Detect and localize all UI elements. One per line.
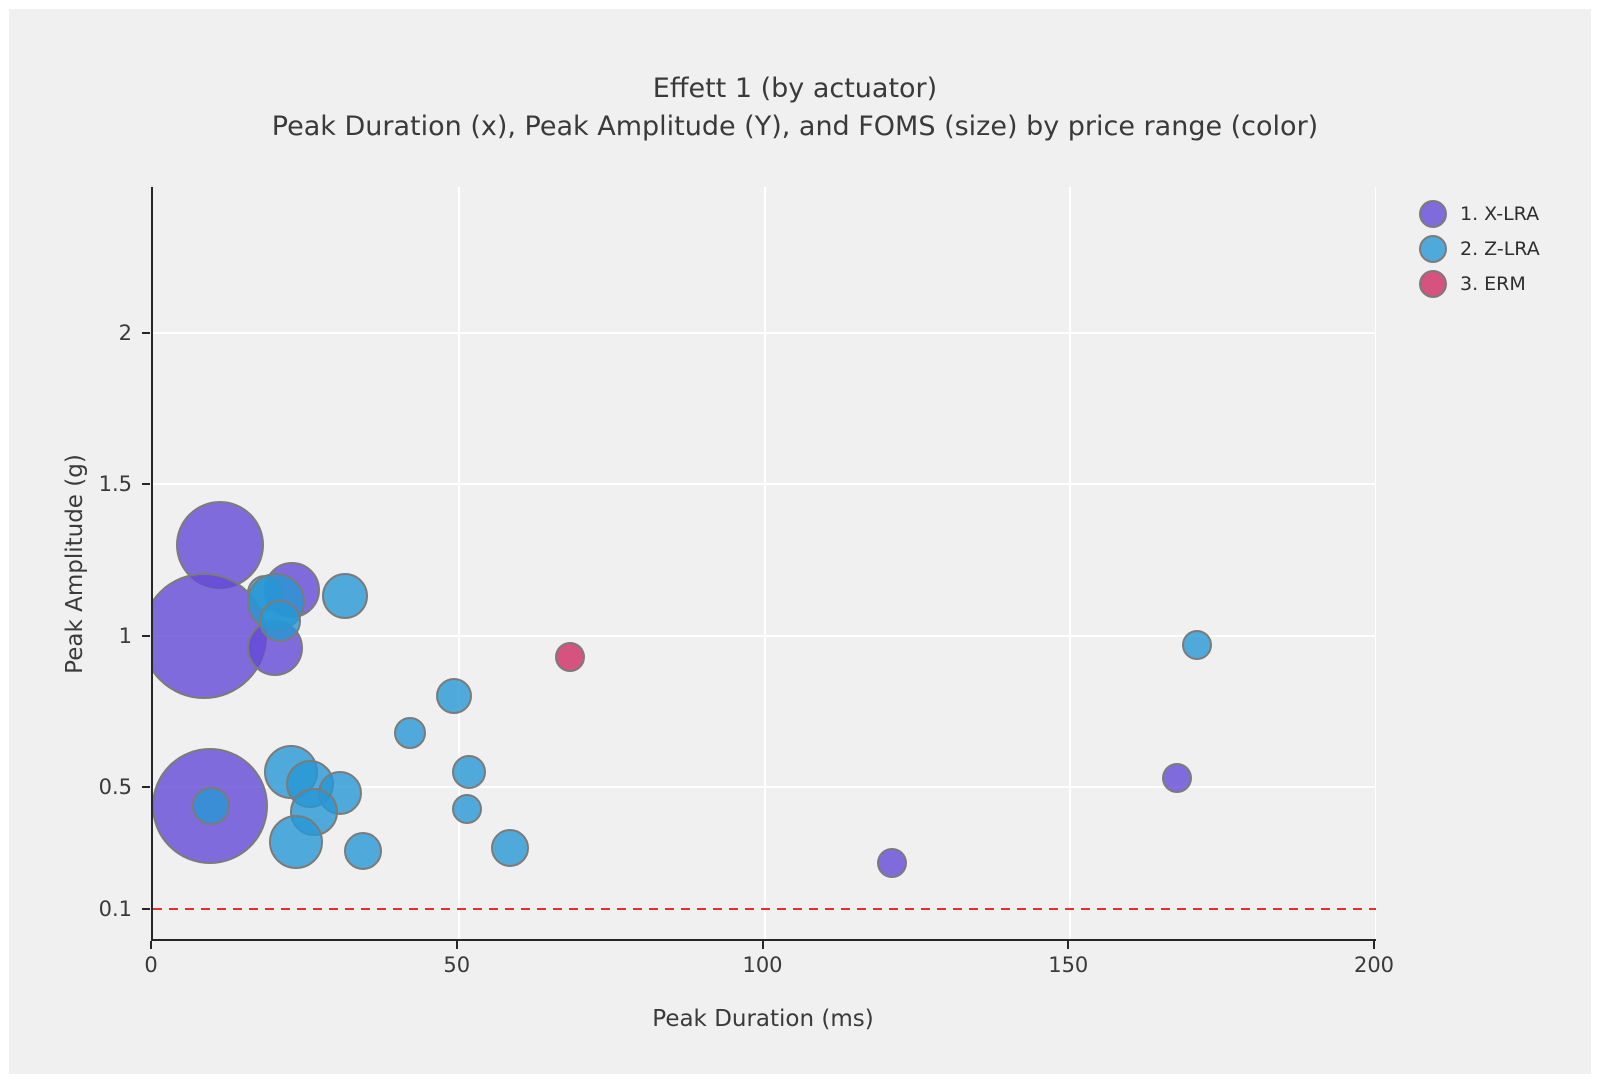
legend-label-z-lra: 2. Z-LRA bbox=[1460, 237, 1540, 260]
plot-area bbox=[151, 187, 1376, 941]
bubble-xlra bbox=[1162, 763, 1193, 794]
bubble-zlra bbox=[452, 755, 487, 790]
x-tick-label-50: 50 bbox=[443, 953, 471, 977]
chart-canvas bbox=[9, 9, 1591, 1074]
bubble-zlra bbox=[269, 814, 324, 869]
x-tick-100 bbox=[761, 941, 764, 949]
y-tick-1 bbox=[142, 634, 150, 637]
y-tick-label-1: 1 bbox=[118, 623, 132, 648]
y-tick-label-2: 2 bbox=[118, 320, 132, 345]
legend-label-erm: 3. ERM bbox=[1460, 272, 1526, 295]
chart-title: Effett 1 (by actuator) bbox=[652, 73, 938, 104]
x-tick-150 bbox=[1067, 941, 1070, 949]
x-tick-label-100: 100 bbox=[742, 953, 783, 977]
legend-marker-x-lra bbox=[1419, 199, 1447, 228]
legend-marker-erm bbox=[1419, 269, 1447, 298]
gridline-y-1.5 bbox=[153, 483, 1376, 486]
x-axis-title: Peak Duration (ms) bbox=[652, 1006, 874, 1032]
gridline-x-150 bbox=[1069, 187, 1072, 939]
y-axis-title: Peak Amplitude (g) bbox=[62, 454, 88, 674]
bubble-zlra bbox=[393, 716, 426, 749]
gridline-x-100 bbox=[763, 187, 766, 939]
bubble-xlra bbox=[153, 747, 268, 864]
bubble-zlra bbox=[192, 786, 231, 825]
y-tick-label-0.5: 0.5 bbox=[98, 775, 132, 800]
bubble-zlra bbox=[435, 678, 472, 715]
y-tick-1.5 bbox=[142, 483, 150, 486]
gridline-x-200 bbox=[1375, 187, 1376, 939]
y-tick-label-0.1: 0.1 bbox=[98, 896, 132, 921]
bubble-zlra bbox=[322, 573, 368, 620]
y-tick-0.1 bbox=[142, 907, 150, 910]
bubble-zlra bbox=[491, 829, 530, 868]
y-tick-2 bbox=[142, 331, 150, 334]
legend-label-x-lra: 1. X-LRA bbox=[1460, 202, 1540, 225]
x-tick-0 bbox=[150, 941, 152, 949]
threshold-line bbox=[153, 907, 1376, 910]
gridline-x-50 bbox=[457, 187, 460, 939]
x-tick-50 bbox=[455, 941, 458, 949]
gridline-y-0.5 bbox=[153, 786, 1376, 789]
x-tick-label-200: 200 bbox=[1353, 953, 1395, 977]
chart-subtitle: Peak Duration (x), Peak Amplitude (Y), a… bbox=[271, 111, 1319, 142]
legend-item-erm: 3. ERM bbox=[1419, 266, 1540, 301]
bubble-zlra bbox=[452, 793, 483, 824]
bubble-zlra bbox=[343, 832, 382, 871]
y-tick-label-1.5: 1.5 bbox=[98, 472, 132, 497]
x-tick-label-150: 150 bbox=[1048, 953, 1089, 977]
bubble-zlra bbox=[1181, 629, 1212, 660]
legend: 1. X-LRA 2. Z-LRA 3. ERM bbox=[1419, 196, 1540, 301]
y-tick-0.5 bbox=[142, 786, 150, 789]
legend-marker-z-lra bbox=[1419, 234, 1447, 263]
bubble-erm bbox=[555, 642, 586, 672]
chart-title-block: Effett 1 (by actuator) Peak Duration (x)… bbox=[0, 70, 1590, 146]
bubble-zlra bbox=[259, 599, 302, 642]
x-tick-200 bbox=[1373, 941, 1375, 949]
bubble-xlra bbox=[877, 848, 908, 879]
gridline-y-2 bbox=[153, 331, 1376, 334]
x-tick-label-0: 0 bbox=[144, 953, 158, 977]
legend-item-x-lra: 1. X-LRA bbox=[1419, 196, 1540, 231]
gridline-y-1 bbox=[153, 634, 1376, 637]
legend-item-z-lra: 2. Z-LRA bbox=[1419, 231, 1540, 266]
